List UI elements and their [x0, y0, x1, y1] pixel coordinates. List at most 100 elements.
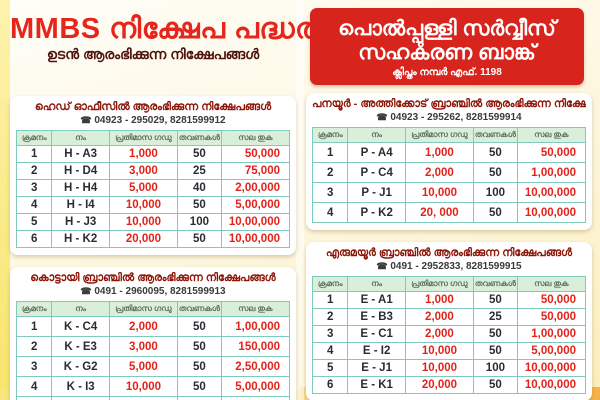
- scheme-subtitle: ഉടൻ ആരംഭിക്കുന്ന നിക്ഷേപങ്ങൾ: [46, 46, 260, 63]
- cell-installments-count: 50: [177, 356, 222, 377]
- phone-icon: ☎: [80, 286, 92, 296]
- cell-scheme-code: P - J1: [347, 182, 406, 204]
- column-header-3: തവണകൾ: [177, 130, 222, 146]
- cell-installments-count: 50: [177, 196, 222, 214]
- cell-slno: 1: [15, 316, 53, 337]
- left-panel: MMBS നിക്ഷേപ പദ്ധതി ഉടൻ ആരംഭിക്കുന്ന നിക…: [10, 0, 328, 400]
- column-header-3: തവണകൾ: [177, 301, 222, 317]
- cell-installments-count: 40: [177, 179, 222, 197]
- table-header-row: ക്രമനം നം പ്രതിമാസ ഗഡു തവണകൾ സല തുക: [15, 130, 291, 146]
- column-header-4: സല തുക: [516, 127, 587, 144]
- phone-number: 04923 - 295029, 8281599912: [94, 115, 226, 126]
- scheme-title-latin: MMBS: [10, 13, 101, 45]
- cell-slno: 4: [311, 202, 349, 224]
- cell-total-amount: 1,00,000: [220, 316, 291, 337]
- cell-installments-count: 100: [473, 182, 518, 204]
- phone-number: 04923 - 295262, 8281599914: [390, 112, 522, 124]
- cell-total-amount: 5,00,000: [220, 196, 291, 214]
- column-header-1: നം: [347, 276, 406, 293]
- cell-total-amount: 10,00,000: [516, 202, 587, 224]
- cell-scheme-code: K - I3: [51, 376, 110, 397]
- bank-name-line1: പൊൽപ്പുള്ളി സർവ്വീസ്: [338, 17, 556, 40]
- column-header-2: പ്രതിമാസ ഗഡു: [404, 276, 475, 293]
- cell-slno: 1: [311, 291, 349, 310]
- bank-registration-number: ക്ലിപ്തം നമ്പർ എഫ്. 1198: [392, 67, 502, 79]
- phone-number: 0491 - 2952833, 8281599915: [390, 261, 522, 273]
- cell-slno: 3: [311, 182, 349, 204]
- cell-installments-count: 50: [177, 336, 222, 357]
- cell-slno: 4: [15, 196, 53, 214]
- cell-installments-count: 50: [473, 202, 518, 224]
- cell-installments-count: 50: [473, 162, 518, 184]
- cell-monthly-installment: 1,000: [404, 291, 475, 310]
- column-header-0: ക്രമനം: [15, 301, 53, 317]
- cell-monthly-installment: 2,000: [108, 316, 179, 337]
- column-header-1: നം: [51, 130, 110, 146]
- phone-icon: ☎: [376, 261, 388, 272]
- column-header-4: സല തുക: [220, 130, 291, 146]
- cell-installments-count: 50: [177, 230, 222, 248]
- cell-slno: 1: [311, 142, 349, 164]
- cell-scheme-code: K - C4: [51, 316, 110, 337]
- cell-scheme-code: P - A4: [347, 142, 406, 164]
- cell-monthly-installment: 5,000: [108, 179, 179, 197]
- cell-scheme-code: K - K1: [51, 396, 110, 400]
- deposit-table-card-panayur-athikode: പനയൂർ - അത്തിക്കോട് ബ്രാഞ്ചിൽ ആരംഭിക്കുന…: [306, 93, 592, 231]
- table-header-row: ക്രമനം നം പ്രതിമാസ ഗഡു തവണകൾ സല തുക: [311, 127, 587, 144]
- cell-monthly-installment: 1,000: [108, 145, 179, 163]
- cell-monthly-installment: 20,000: [108, 230, 179, 248]
- cell-monthly-installment: 2,000: [404, 325, 475, 344]
- cell-scheme-code: H - I4: [51, 196, 110, 214]
- cell-installments-count: 50: [473, 342, 518, 361]
- cell-total-amount: 50,000: [516, 291, 587, 310]
- cell-total-amount: 50,000: [220, 145, 291, 163]
- cell-total-amount: 10,00,000: [220, 213, 291, 231]
- phone-icon: ☎: [376, 112, 388, 123]
- table-phone: ☎ 04923 - 295262, 8281599914: [312, 112, 586, 123]
- column-header-0: ക്രമനം: [311, 127, 349, 144]
- cell-slno: 4: [311, 342, 349, 361]
- column-header-0: ക്രമനം: [311, 276, 349, 293]
- cell-installments-count: 50: [177, 145, 222, 163]
- cell-monthly-installment: 10,000: [108, 376, 179, 397]
- cell-slno: 2: [15, 162, 53, 180]
- cell-monthly-installment: 10,000: [404, 342, 475, 361]
- cell-slno: 4: [15, 376, 53, 397]
- cell-monthly-installment: 10,000: [404, 182, 475, 204]
- cell-total-amount: 10,00,000: [220, 230, 291, 248]
- left-edge-decoration: [0, 0, 10, 400]
- cell-installments-count: 50: [473, 291, 518, 310]
- cell-installments-count: 50: [473, 142, 518, 164]
- cell-total-amount: 150,000: [220, 336, 291, 357]
- cell-installments-count: 25: [177, 162, 222, 180]
- cell-total-amount: 75,000: [220, 162, 291, 180]
- cell-monthly-installment: 5,000: [108, 356, 179, 377]
- scheme-title-malayalam: നിക്ഷേപ പദ്ധതി: [109, 13, 329, 45]
- cell-installments-count: 50: [473, 325, 518, 344]
- cell-monthly-installment: 3,000: [108, 162, 179, 180]
- cell-scheme-code: E - C1: [347, 325, 406, 344]
- cell-monthly-installment: 10,000: [108, 196, 179, 214]
- cell-scheme-code: P - C4: [347, 162, 406, 184]
- cell-slno: 3: [15, 356, 53, 377]
- cell-total-amount: 50,000: [516, 142, 587, 164]
- cell-total-amount: 1,00,000: [516, 162, 587, 184]
- cell-monthly-installment: 20,000: [108, 396, 179, 400]
- cell-installments-count: 50: [177, 316, 222, 337]
- phone-number: 0491 - 2960095, 8281599913: [94, 286, 226, 297]
